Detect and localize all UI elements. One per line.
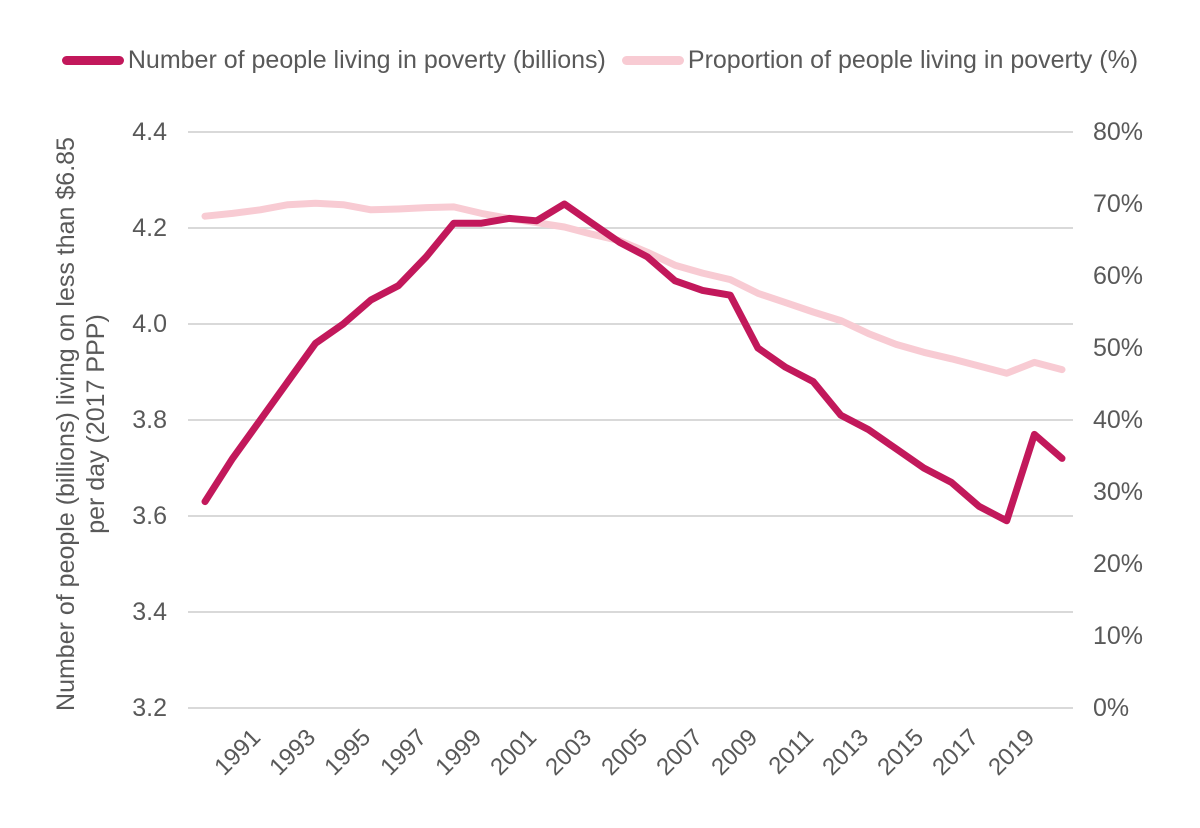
left-axis-tick-label: 3.2 (132, 694, 167, 722)
left-axis-tick-label: 3.8 (132, 406, 167, 434)
legend-item-proportion: Proportion of people living in poverty (… (621, 44, 1139, 76)
right-axis-tick-label: 30% (1093, 478, 1144, 506)
series-line-number (201, 200, 1066, 525)
right-axis-tick-label: 10% (1093, 622, 1144, 650)
right-axis-tick-label: 70% (1093, 190, 1144, 218)
right-axis-tick-label: 20% (1093, 550, 1144, 578)
right-axis-tick-label: 60% (1093, 262, 1144, 290)
legend-label-number: Number of people living in poverty (bill… (127, 46, 606, 74)
legend: Number of people living in poverty (bill… (0, 44, 1200, 76)
legend-label-proportion: Proportion of people living in poverty (… (687, 46, 1139, 74)
right-axis-tick-label: 0% (1093, 694, 1130, 722)
right-axis-tick-label: 50% (1093, 334, 1144, 362)
left-axis-tick-label: 4.2 (132, 214, 167, 242)
legend-swatch-number-line-icon (61, 55, 124, 65)
left-axis-tick-label: 4.0 (132, 310, 167, 338)
left-axis-tick-label: 4.4 (132, 118, 167, 146)
legend-item-number: Number of people living in poverty (bill… (61, 44, 606, 76)
left-axis-tick-label: 3.6 (132, 502, 167, 530)
legend-swatch-proportion-line-icon (621, 55, 684, 65)
left-axis-tick-label: 3.4 (132, 598, 167, 626)
right-axis-tick-label: 40% (1093, 406, 1144, 434)
right-axis-tick-label: 80% (1093, 118, 1144, 146)
